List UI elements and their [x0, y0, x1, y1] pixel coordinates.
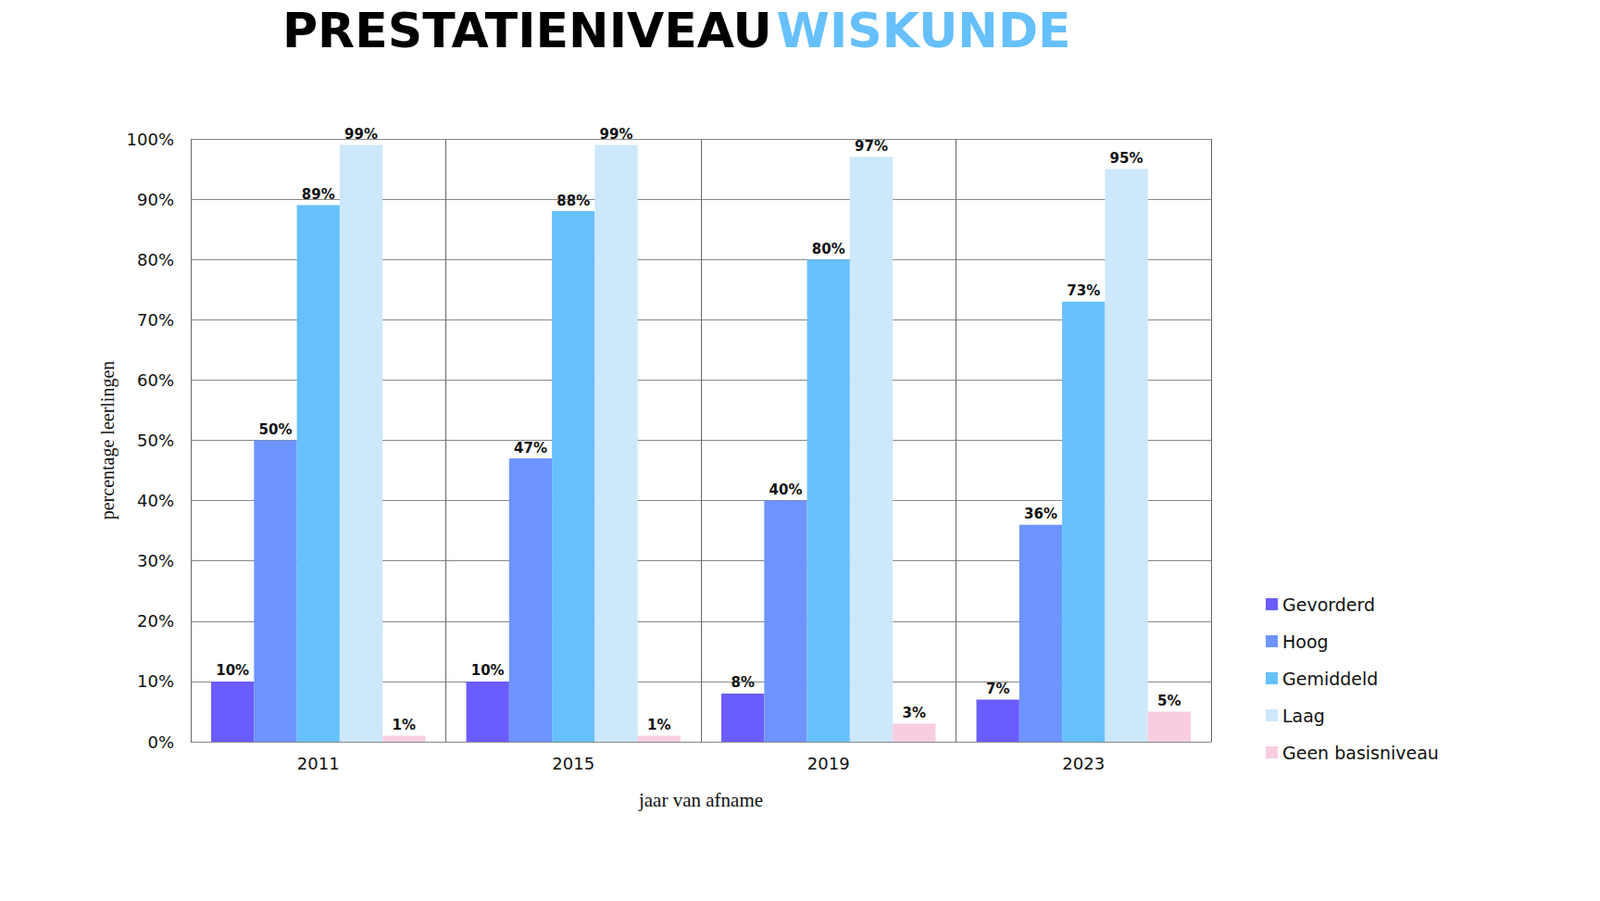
svg-text:40%: 40%: [137, 490, 175, 511]
svg-text:Laag: Laag: [1282, 705, 1325, 726]
svg-text:99%: 99%: [600, 125, 634, 143]
svg-text:80%: 80%: [137, 250, 175, 270]
svg-text:8%: 8%: [730, 674, 754, 691]
svg-text:10%: 10%: [215, 662, 250, 679]
svg-text:0%: 0%: [147, 732, 175, 752]
svg-text:10%: 10%: [471, 662, 505, 679]
svg-text:Hoog: Hoog: [1282, 631, 1329, 652]
svg-text:50%: 50%: [137, 430, 175, 450]
svg-text:89%: 89%: [301, 186, 336, 203]
svg-text:1%: 1%: [647, 716, 671, 734]
svg-text:80%: 80%: [812, 240, 846, 258]
svg-text:percentage leerlingen: percentage leerlingen: [97, 361, 119, 521]
svg-text:jaar van afname: jaar van afname: [637, 788, 763, 812]
svg-text:100%: 100%: [126, 129, 175, 150]
svg-text:60%: 60%: [137, 370, 175, 390]
svg-text:97%: 97%: [854, 137, 888, 155]
svg-text:30%: 30%: [137, 550, 175, 571]
svg-text:3%: 3%: [902, 704, 926, 722]
svg-text:Geen basisniveau: Geen basisniveau: [1282, 742, 1439, 763]
svg-text:2023: 2023: [1062, 753, 1105, 774]
svg-text:7%: 7%: [986, 680, 1010, 698]
svg-text:95%: 95%: [1110, 150, 1144, 167]
svg-text:88%: 88%: [556, 192, 590, 210]
svg-text:10%: 10%: [137, 671, 175, 691]
svg-text:50%: 50%: [259, 421, 293, 438]
svg-text:2011: 2011: [297, 753, 340, 774]
svg-text:90%: 90%: [137, 189, 175, 210]
svg-text:47%: 47%: [513, 439, 548, 457]
svg-text:Gevorderd: Gevorderd: [1282, 594, 1375, 615]
svg-text:70%: 70%: [137, 310, 175, 330]
svg-text:2015: 2015: [551, 753, 595, 774]
svg-text:40%: 40%: [769, 481, 803, 499]
svg-text:PRESTATIENIVEAU: PRESTATIENIVEAU: [282, 2, 773, 59]
svg-text:36%: 36%: [1024, 505, 1058, 523]
svg-text:73%: 73%: [1066, 282, 1100, 300]
svg-text:Gemiddeld: Gemiddeld: [1282, 668, 1378, 689]
svg-text:WISKUNDE: WISKUNDE: [776, 2, 1072, 59]
svg-text:2019: 2019: [807, 753, 850, 774]
svg-text:5%: 5%: [1157, 692, 1181, 710]
svg-text:1%: 1%: [392, 716, 416, 734]
svg-text:20%: 20%: [137, 611, 175, 631]
svg-text:99%: 99%: [344, 125, 378, 143]
